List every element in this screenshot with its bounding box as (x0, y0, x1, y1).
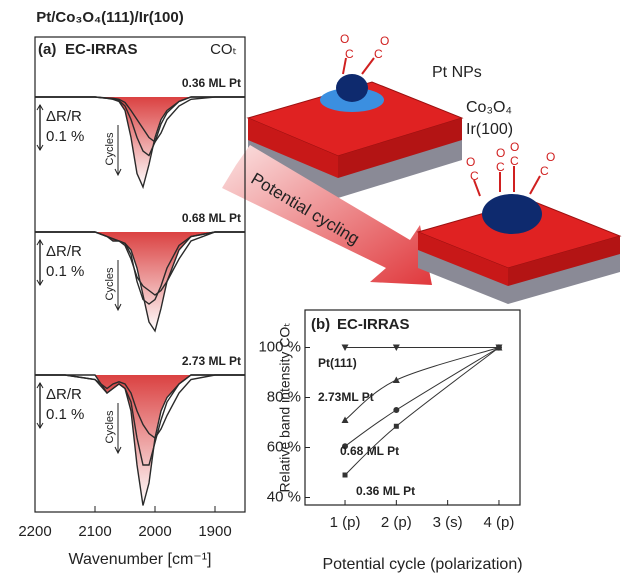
atom-label: O (380, 34, 389, 48)
cycles-label: Cycles (104, 410, 116, 444)
figure-title: Pt/Co₃O₄(111)/Ir(100) (36, 9, 183, 26)
figure: C O C O C O C O C O C O Pt NPs Co₃O₄ Ir(… (0, 0, 625, 578)
point (393, 407, 399, 413)
x-tick-label: 2200 (18, 523, 51, 540)
scale-label: ΔR/R (46, 108, 82, 125)
x-tick-label: 3 (s) (433, 514, 463, 531)
scale-label: ΔR/R (46, 243, 82, 260)
x-tick-label: 2100 (78, 523, 111, 540)
atom-label: O (546, 150, 555, 164)
y-tick-label: 100 % (258, 338, 301, 355)
x-axis-label: Potential cycle (polarization) (322, 556, 522, 573)
cycles-label: Cycles (104, 132, 116, 166)
illustration-label: Ir(100) (466, 121, 513, 138)
subpanel-label: 2.73 ML Pt (182, 354, 241, 368)
x-tick-label: 2 (p) (381, 514, 412, 531)
annotation: COₜ (210, 41, 237, 58)
panel-title: EC-IRRAS (337, 316, 410, 333)
series-label: 0.68 ML Pt (340, 444, 399, 458)
atom-label: O (510, 140, 519, 154)
series-label: Pt(111) (318, 356, 357, 370)
panel-subtitle: EC-IRRAS (65, 41, 138, 58)
atom-label: O (496, 146, 505, 160)
y-tick-label: 80 % (267, 388, 301, 405)
illustration-label: Co₃O₄ (466, 99, 512, 116)
scale-label: ΔR/R (46, 386, 82, 403)
scale-value: 0.1 % (46, 406, 84, 423)
atom-label: C (345, 47, 354, 61)
x-tick-label: 1 (p) (330, 514, 361, 531)
y-tick-label: 40 % (267, 488, 301, 505)
illustration-label: Pt NPs (432, 64, 482, 81)
x-axis-label: Wavenumber [cm⁻¹] (69, 551, 212, 568)
atom-label: C (540, 164, 549, 178)
subpanel-label: 0.36 ML Pt (182, 76, 241, 90)
series-label: 0.36 ML Pt (356, 484, 415, 498)
y-tick-label: 60 % (267, 438, 301, 455)
atom-label: C (374, 47, 383, 61)
atom-label: O (340, 32, 349, 46)
x-tick-label: 1900 (198, 523, 231, 540)
scale-value: 0.1 % (46, 263, 84, 280)
x-tick-label: 4 (p) (484, 514, 515, 531)
panel-label: (a) (38, 41, 56, 58)
point (496, 345, 501, 350)
x-tick-label: 2000 (138, 523, 171, 540)
cycles-label: Cycles (104, 267, 116, 301)
illustration (222, 58, 620, 304)
atom-label: C (496, 160, 505, 174)
axes-frame (305, 310, 520, 505)
point (343, 473, 348, 478)
subpanel-label: 0.68 ML Pt (182, 211, 241, 225)
scale-value: 0.1 % (46, 128, 84, 145)
atom-label: O (466, 155, 475, 169)
point (394, 424, 399, 429)
atom-label: C (510, 154, 519, 168)
panel-label: (b) (311, 316, 330, 333)
atom-label: C (470, 169, 479, 183)
series-label: 2.73ML Pt (318, 390, 374, 404)
